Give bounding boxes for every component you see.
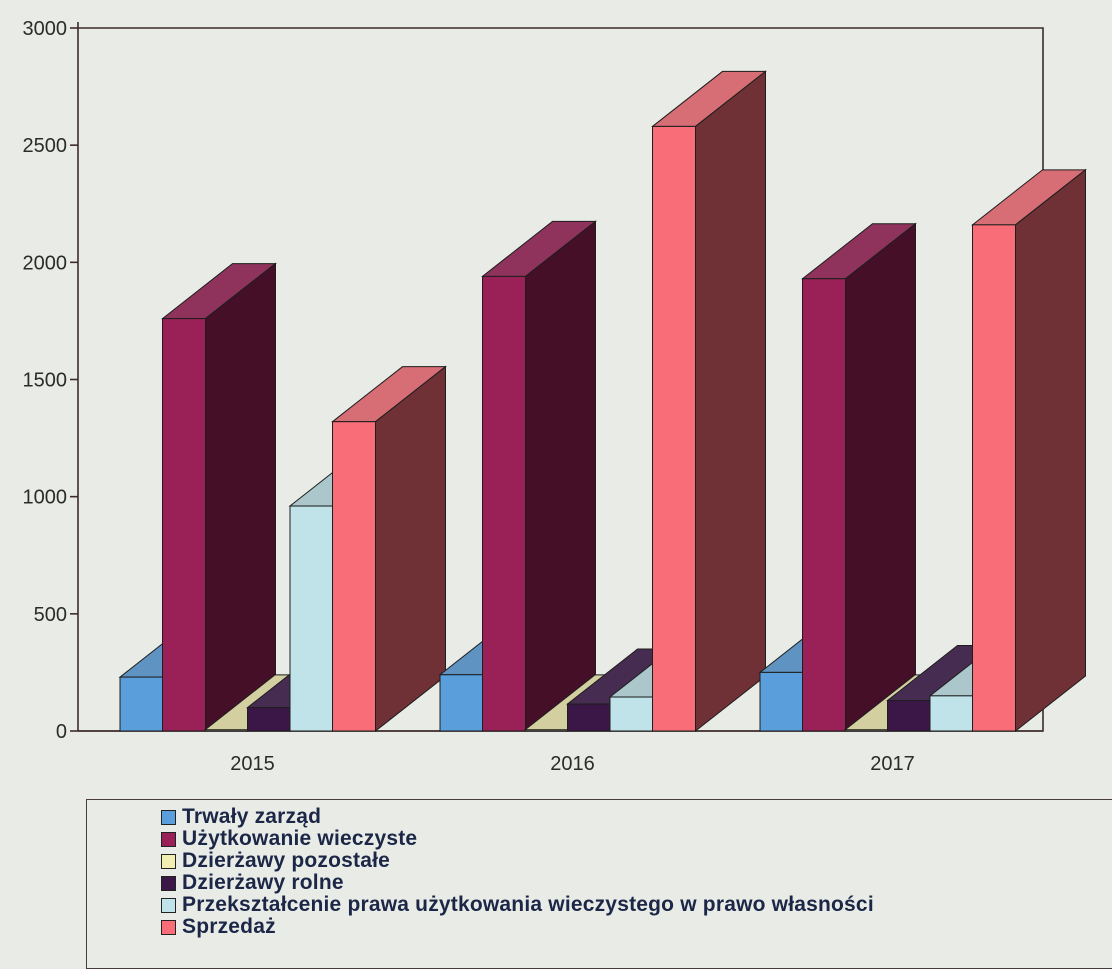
bar-front-face (162, 318, 206, 732)
legend-item: Trwały zarząd (161, 806, 874, 828)
y-tick-label: 2000 (23, 252, 68, 274)
bar-front-face (652, 125, 696, 732)
legend-label: Użytkowanie wieczyste (182, 827, 418, 850)
y-tick-label: 2500 (23, 135, 68, 157)
bar-front-face (524, 729, 569, 732)
legend-label: Dzierżawy rolne (182, 871, 344, 894)
legend-item: Użytkowanie wieczyste (161, 828, 874, 850)
legend-label: Trwały zarząd (182, 805, 322, 828)
bar-side-face (525, 220, 596, 733)
bar-front-face (332, 421, 376, 732)
bar-side-face (375, 365, 446, 733)
y-tick-label: 1000 (23, 487, 68, 509)
bar-front-face (844, 729, 889, 732)
x-tick-label: 2015 (230, 753, 275, 775)
legend-label: Sprzedaż (182, 915, 276, 938)
legend-item: Dzierżawy pozostałe (161, 850, 874, 872)
legend-swatch (161, 831, 176, 847)
bar-front-face (929, 695, 974, 732)
bar-front-face (119, 676, 164, 732)
bar-front-face (439, 674, 484, 732)
bar-front-face (759, 671, 804, 732)
bar (331, 365, 447, 733)
bar-front-face (802, 278, 846, 732)
legend-item: Przekształcenie prawa użytkowania wieczy… (161, 894, 874, 916)
bar-side-face (845, 222, 916, 733)
bar (481, 220, 597, 733)
bar-front-face (887, 700, 931, 732)
bar-front-face (204, 729, 249, 732)
bar-front-face (247, 707, 291, 732)
y-tick-label: 1500 (23, 370, 68, 392)
y-tick-label: 3000 (23, 18, 68, 40)
legend-swatch (161, 875, 176, 891)
bar-front-face (289, 505, 334, 732)
y-tick-label: 500 (34, 604, 67, 626)
bar-side-face (205, 262, 276, 733)
legend-label: Dzierżawy pozostałe (182, 849, 391, 872)
legend-label: Przekształcenie prawa użytkowania wieczy… (182, 893, 874, 916)
bar (651, 70, 767, 733)
bar (801, 222, 917, 733)
legend-item: Sprzedaż (161, 916, 874, 938)
chart-bars (118, 70, 1087, 733)
legend-swatch (161, 853, 176, 869)
bar-side-face (695, 70, 766, 733)
bar-chart: 0 500 1000 1500 2000 2500 3000 2015 2016 2017 (23, 18, 1087, 775)
bar-front-face (609, 696, 654, 732)
y-tick-label: 0 (56, 721, 67, 743)
chart-labels: 0 500 1000 1500 2000 2500 3000 2015 2016 2017 (23, 18, 915, 775)
legend-swatch (161, 809, 176, 825)
bar-front-face (972, 224, 1016, 732)
legend-swatch (161, 919, 176, 935)
x-tick-label: 2016 (550, 753, 595, 775)
legend-item: Dzierżawy rolne (161, 872, 874, 894)
x-tick-label: 2017 (870, 753, 915, 775)
legend-swatch (161, 897, 176, 913)
bar-front-face (482, 275, 526, 732)
bar-front-face (567, 703, 611, 732)
bar (971, 168, 1087, 733)
bar-side-face (1015, 168, 1086, 733)
legend-list: Trwały zarząd Użytkowanie wieczyste Dzierż… (161, 806, 874, 938)
bar (161, 262, 277, 733)
legend: Trwały zarząd Użytkowanie wieczyste Dzierż… (86, 799, 1112, 969)
